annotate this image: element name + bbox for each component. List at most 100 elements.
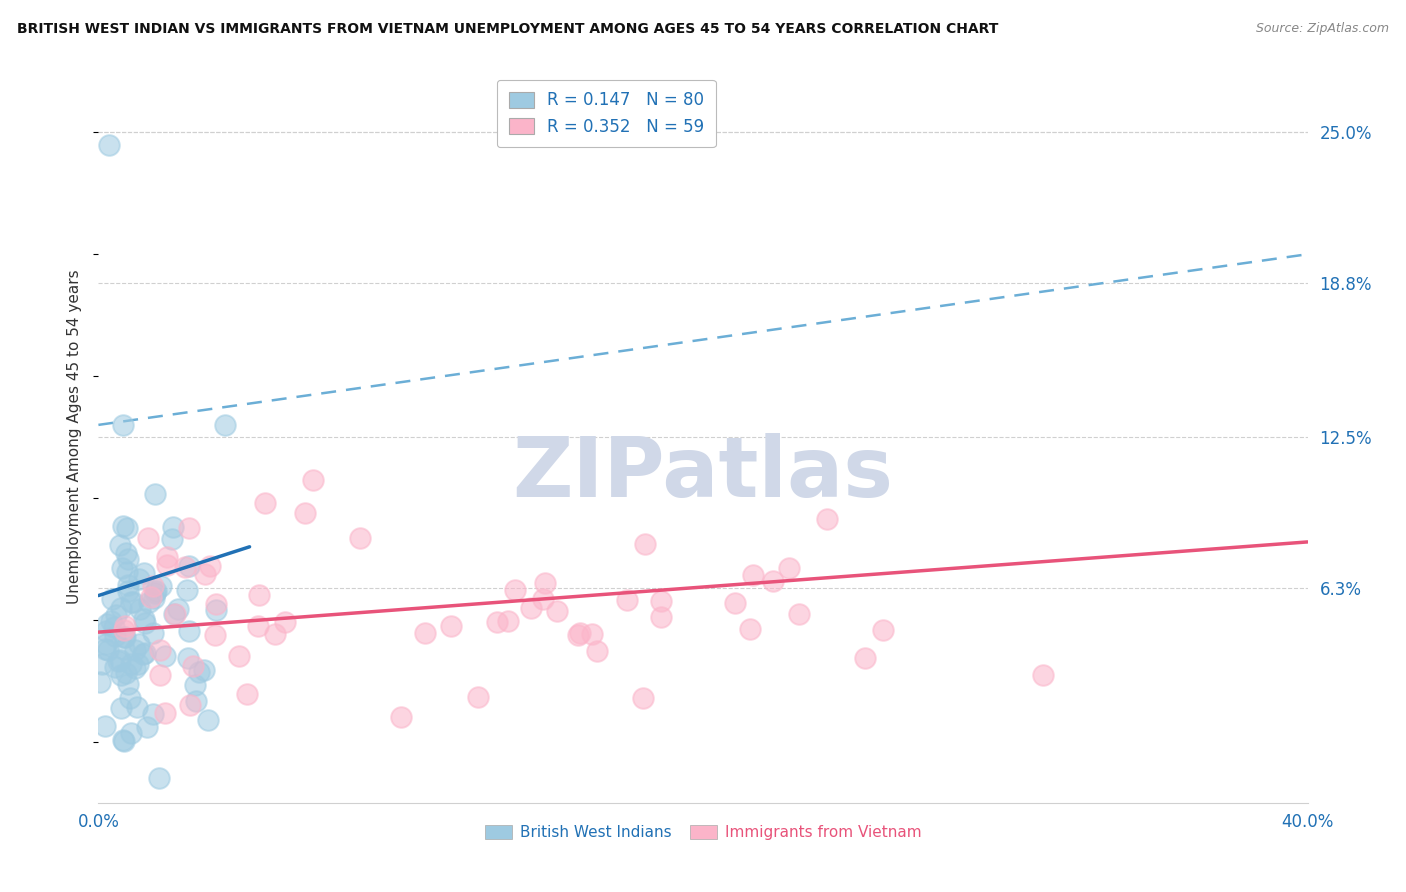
Point xyxy=(186,693,208,707)
Point xyxy=(141,579,163,593)
Point xyxy=(149,668,172,682)
Point xyxy=(569,625,592,640)
Text: ZIPatlas: ZIPatlas xyxy=(513,434,893,514)
Point xyxy=(114,619,136,633)
Point xyxy=(114,630,136,644)
Point xyxy=(534,576,557,591)
Point xyxy=(167,602,190,616)
Point xyxy=(197,713,219,727)
Point xyxy=(162,520,184,534)
Point xyxy=(107,654,129,668)
Point xyxy=(214,417,236,432)
Text: BRITISH WEST INDIAN VS IMMIGRANTS FROM VIETNAM UNEMPLOYMENT AMONG AGES 45 TO 54 : BRITISH WEST INDIAN VS IMMIGRANTS FROM V… xyxy=(17,22,998,37)
Point xyxy=(787,607,810,621)
Point xyxy=(114,734,136,748)
Point xyxy=(138,595,160,609)
Point xyxy=(173,560,195,574)
Point xyxy=(97,642,120,657)
Point xyxy=(228,648,250,663)
Point xyxy=(134,646,156,660)
Point xyxy=(120,595,142,609)
Point xyxy=(132,612,155,626)
Point xyxy=(143,591,166,605)
Point xyxy=(91,657,114,671)
Point xyxy=(104,628,127,642)
Point xyxy=(585,643,607,657)
Point xyxy=(485,615,508,629)
Point xyxy=(741,567,763,582)
Point xyxy=(153,706,176,720)
Point xyxy=(128,572,150,586)
Point xyxy=(179,558,201,573)
Point xyxy=(120,657,142,672)
Point xyxy=(134,566,156,581)
Point xyxy=(650,594,672,608)
Point xyxy=(112,630,135,644)
Point xyxy=(115,666,138,681)
Point xyxy=(129,602,152,616)
Point xyxy=(112,732,135,747)
Point xyxy=(104,607,127,622)
Point xyxy=(132,647,155,661)
Point xyxy=(349,532,371,546)
Point xyxy=(122,595,145,609)
Point xyxy=(778,561,800,575)
Point xyxy=(115,566,138,580)
Point xyxy=(94,637,117,651)
Point xyxy=(117,676,139,690)
Point xyxy=(110,601,132,615)
Point xyxy=(440,619,463,633)
Point xyxy=(163,607,186,621)
Point xyxy=(124,643,146,657)
Point xyxy=(724,597,747,611)
Point xyxy=(142,626,165,640)
Point xyxy=(634,537,657,551)
Point xyxy=(134,615,156,630)
Point xyxy=(205,603,228,617)
Point xyxy=(96,617,118,632)
Point xyxy=(112,623,135,637)
Point xyxy=(155,558,177,573)
Point xyxy=(194,567,217,582)
Point xyxy=(294,507,316,521)
Point xyxy=(193,663,215,677)
Point xyxy=(94,624,117,638)
Point xyxy=(117,583,139,598)
Point xyxy=(127,657,149,671)
Point xyxy=(110,668,132,682)
Point xyxy=(111,561,134,575)
Point xyxy=(581,626,603,640)
Point xyxy=(117,551,139,566)
Point xyxy=(112,642,135,657)
Point xyxy=(177,651,200,665)
Point xyxy=(467,690,489,705)
Point xyxy=(111,518,134,533)
Point xyxy=(187,665,209,679)
Point xyxy=(503,583,526,598)
Point xyxy=(108,653,131,667)
Point xyxy=(176,582,198,597)
Point xyxy=(124,661,146,675)
Point xyxy=(149,643,172,657)
Point xyxy=(143,487,166,501)
Point xyxy=(246,619,269,633)
Point xyxy=(143,586,166,600)
Y-axis label: Unemployment Among Ages 45 to 54 years: Unemployment Among Ages 45 to 54 years xyxy=(67,269,83,605)
Point xyxy=(413,626,436,640)
Point xyxy=(498,615,520,629)
Point xyxy=(141,590,163,604)
Point xyxy=(872,624,894,638)
Point xyxy=(94,641,117,656)
Point xyxy=(100,614,122,628)
Point xyxy=(135,720,157,734)
Point xyxy=(98,137,121,152)
Text: Source: ZipAtlas.com: Source: ZipAtlas.com xyxy=(1256,22,1389,36)
Point xyxy=(118,690,141,705)
Point xyxy=(762,574,785,588)
Point xyxy=(204,628,226,642)
Point xyxy=(108,538,131,552)
Point xyxy=(263,627,285,641)
Point xyxy=(162,607,184,621)
Point xyxy=(183,678,205,692)
Point xyxy=(616,593,638,607)
